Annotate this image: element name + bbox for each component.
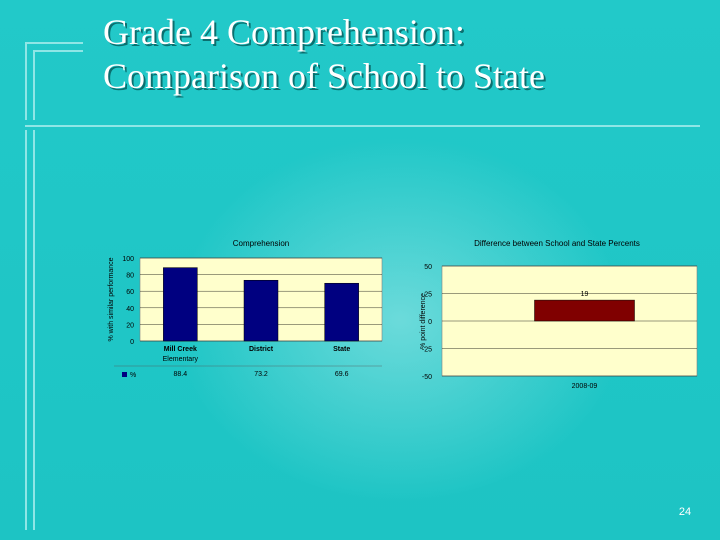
chart-title: Difference between School and State Perc… — [474, 239, 640, 248]
category-label: 2008-09 — [572, 383, 598, 390]
legend-swatch — [122, 372, 127, 377]
slide-title: Grade 4 Comprehension: Comparison of Sch… — [103, 10, 703, 98]
category-label: Mill Creek — [164, 346, 197, 353]
y-tick-label: -25 — [422, 347, 432, 354]
y-tick-label: 20 — [126, 322, 134, 329]
slide-title-line-2: Comparison of School to State — [103, 56, 545, 96]
category-label: Elementary — [163, 356, 199, 363]
slide-title-line-1: Grade 4 Comprehension: — [103, 12, 465, 52]
bar — [534, 299, 635, 322]
y-tick-label: 80 — [126, 273, 134, 280]
legend-label: % — [130, 372, 136, 379]
page-number: 24 — [678, 506, 692, 518]
comprehension-chart: Comprehension % with similar performance 0… — [108, 239, 383, 379]
chart-title: Comprehension — [233, 239, 289, 248]
y-axis-label: % point difference — [420, 293, 427, 349]
y-tick-label: 60 — [126, 289, 134, 296]
y-tick-label: 100 — [122, 256, 134, 263]
frame-line-left-inner — [33, 50, 35, 120]
difference-chart-panel: Difference between School and State Perc… — [412, 236, 707, 396]
comprehension-chart-panel: Comprehension % with similar performance 0… — [100, 236, 390, 386]
y-axis-label: % with similar performance — [108, 257, 115, 341]
y-tick-label: 0 — [428, 319, 432, 326]
data-table-value: 88.4 — [174, 371, 188, 378]
data-table-value: 69.6 — [335, 371, 349, 378]
y-tick-label: -50 — [422, 374, 432, 381]
y-tick-label: 50 — [424, 264, 432, 271]
bar — [163, 267, 198, 342]
frame-line-top — [25, 42, 83, 44]
bar — [243, 279, 279, 342]
difference-chart: Difference between School and State Perc… — [420, 239, 698, 390]
frame-line-left-lower-inner — [33, 130, 35, 530]
data-label: 19 — [581, 291, 589, 298]
category-label: State — [333, 346, 350, 353]
data-table-value: 73.2 — [254, 371, 268, 378]
category-label: District — [249, 346, 274, 353]
frame-line-inner-top — [33, 50, 83, 52]
frame-line-left-upper — [25, 42, 27, 120]
bar — [324, 282, 359, 342]
y-tick-label: 25 — [424, 292, 432, 299]
y-tick-label: 40 — [126, 306, 134, 313]
y-tick-label: 0 — [130, 339, 134, 346]
frame-line-mid — [25, 125, 700, 127]
frame-line-left-lower — [25, 130, 27, 530]
